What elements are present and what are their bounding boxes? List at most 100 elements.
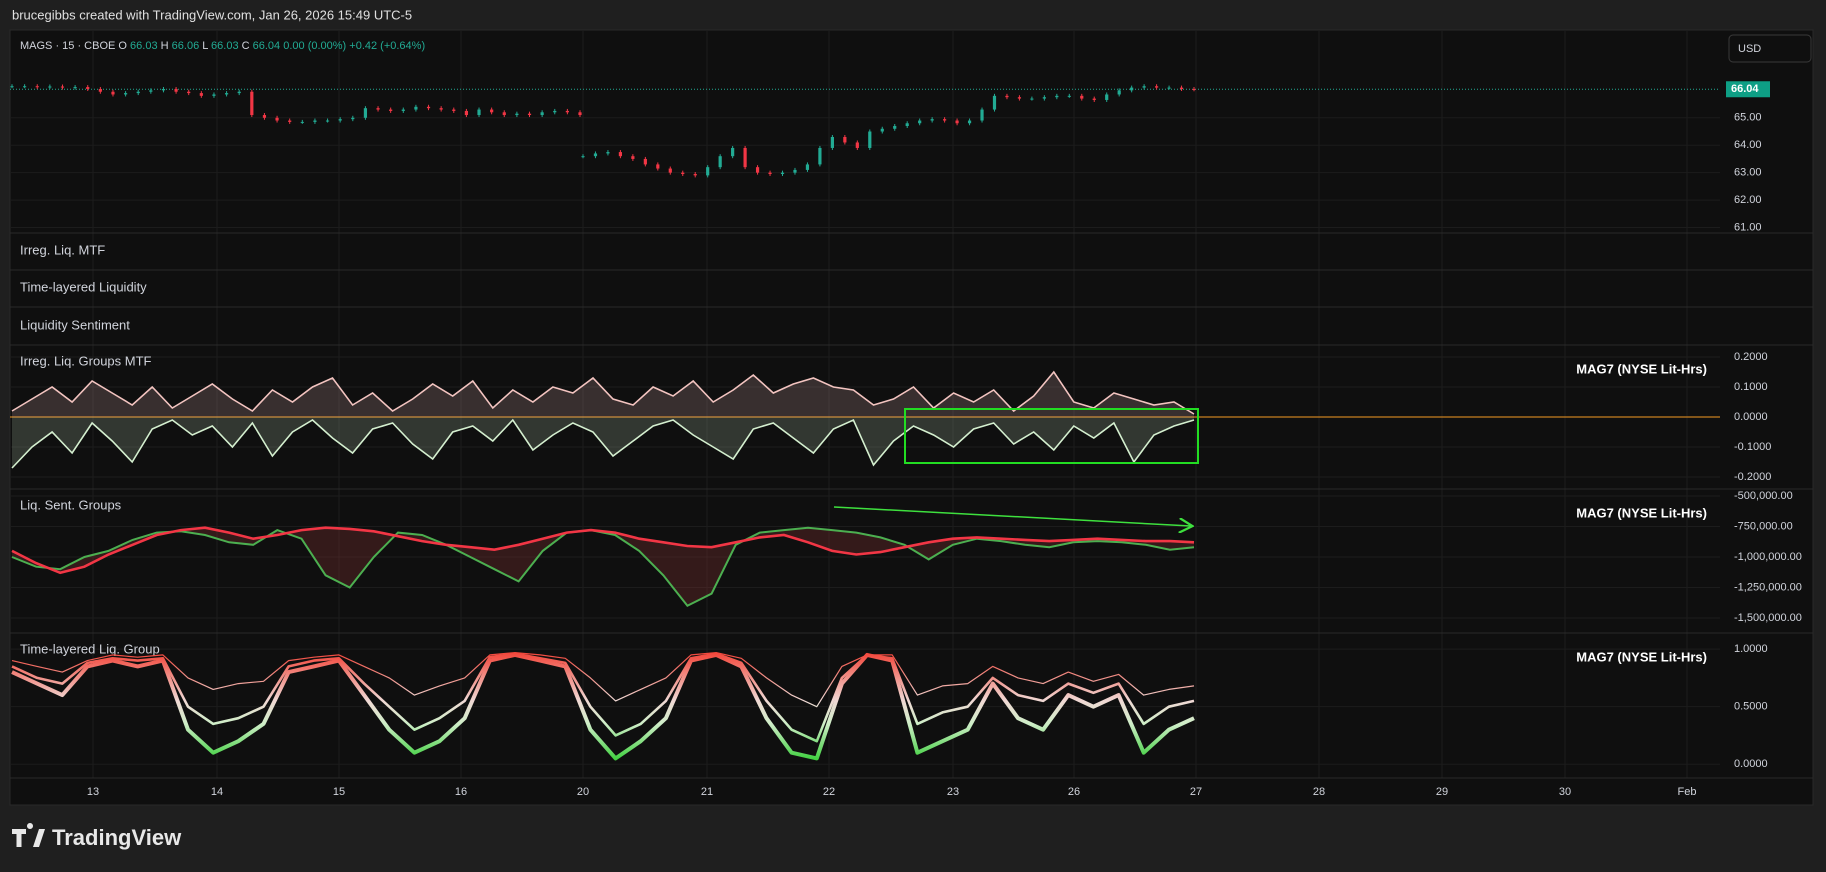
line bbox=[11, 652, 1195, 743]
pane-title: Irreg. Liq. Groups MTF bbox=[20, 353, 152, 368]
time-label: 15 bbox=[333, 786, 345, 798]
ohlc-key: L bbox=[202, 40, 208, 52]
candle bbox=[643, 158, 647, 165]
time-label: 22 bbox=[823, 786, 835, 798]
pane-tag: MAG7 (NYSE Lit-Hrs) bbox=[1576, 649, 1707, 664]
candle bbox=[706, 167, 710, 176]
time-label: 27 bbox=[1190, 786, 1202, 798]
candle bbox=[855, 142, 859, 148]
candle bbox=[300, 121, 304, 123]
time-label: 16 bbox=[455, 786, 467, 798]
candle bbox=[780, 172, 785, 175]
candle bbox=[843, 136, 847, 143]
candle bbox=[755, 167, 760, 173]
highlight-box bbox=[904, 408, 1199, 464]
candle bbox=[86, 87, 90, 89]
candle bbox=[868, 131, 872, 148]
candle bbox=[805, 164, 810, 170]
line bbox=[11, 526, 1195, 575]
candle bbox=[439, 108, 443, 110]
candle bbox=[325, 120, 330, 122]
candle bbox=[581, 156, 585, 158]
candle bbox=[502, 112, 506, 116]
currency-button[interactable] bbox=[1728, 34, 1812, 63]
candle bbox=[60, 86, 65, 88]
y-tick-label: 0.0000 bbox=[1734, 758, 1768, 770]
candle bbox=[426, 106, 431, 109]
candle bbox=[565, 110, 569, 113]
line bbox=[11, 418, 1195, 469]
candle bbox=[1154, 86, 1159, 88]
candle bbox=[35, 86, 39, 88]
y-tick-label: 0.5000 bbox=[1734, 701, 1768, 713]
candle bbox=[414, 106, 418, 110]
candle bbox=[967, 120, 972, 124]
candle bbox=[527, 113, 532, 116]
time-label: 29 bbox=[1436, 786, 1448, 798]
candle bbox=[743, 147, 747, 168]
time-label: Feb bbox=[1678, 786, 1697, 798]
candle bbox=[389, 109, 393, 111]
candle bbox=[668, 168, 672, 173]
candle bbox=[111, 91, 115, 95]
candle bbox=[199, 93, 203, 96]
ohlc-value: 66.03 bbox=[130, 40, 158, 52]
candle bbox=[351, 117, 355, 120]
candle bbox=[718, 156, 722, 168]
y-tick-label: -1,250,000.00 bbox=[1734, 581, 1802, 593]
candle bbox=[464, 110, 468, 116]
candle bbox=[452, 109, 456, 111]
time-label: 14 bbox=[211, 786, 223, 798]
candle bbox=[1092, 98, 1096, 100]
candle bbox=[818, 147, 822, 165]
y-tick-label: 65.00 bbox=[1734, 112, 1762, 124]
y-tick-label: 0.1000 bbox=[1734, 381, 1768, 393]
candle bbox=[98, 88, 102, 92]
candle bbox=[1167, 87, 1171, 89]
candle bbox=[161, 88, 166, 91]
footer-brand: TradingView bbox=[52, 825, 182, 850]
ohlc-value: 66.06 bbox=[172, 40, 200, 52]
candle bbox=[1030, 98, 1034, 100]
candle bbox=[262, 115, 267, 118]
candle bbox=[1117, 90, 1121, 95]
candle bbox=[376, 108, 380, 110]
ohlc-key: H bbox=[161, 40, 169, 52]
symbol-legend: MAGS · 15 · CBOE O 66.03 H 66.06 L 66.03… bbox=[20, 40, 425, 52]
candle bbox=[187, 91, 191, 94]
candle bbox=[1080, 95, 1084, 99]
candle bbox=[338, 119, 342, 121]
candle bbox=[992, 95, 997, 110]
candle bbox=[23, 86, 27, 88]
time-label: 28 bbox=[1313, 786, 1325, 798]
ohlc-key: C bbox=[242, 40, 250, 52]
y-tick-label: -1,000,000.00 bbox=[1734, 551, 1802, 563]
candle bbox=[606, 152, 610, 154]
candle bbox=[631, 156, 635, 159]
y-tick-label: 63.00 bbox=[1734, 167, 1762, 179]
candle bbox=[1105, 94, 1109, 100]
candle bbox=[553, 110, 557, 113]
time-label: 20 bbox=[577, 786, 589, 798]
pane-tag: MAG7 (NYSE Lit-Hrs) bbox=[1576, 505, 1707, 520]
y-tick-label: -500,000.00 bbox=[1734, 490, 1793, 502]
pane-title: Time-layered Liq. Group bbox=[20, 641, 160, 656]
time-label: 21 bbox=[701, 786, 713, 798]
candle bbox=[1017, 97, 1022, 99]
currency[interactable]: USD bbox=[1738, 43, 1761, 55]
y-tick-label: 64.00 bbox=[1734, 139, 1762, 151]
candle bbox=[793, 169, 797, 173]
candle bbox=[1130, 87, 1134, 91]
line bbox=[11, 652, 1195, 708]
candle bbox=[212, 94, 216, 96]
change-ext: +0.42 (+0.64%) bbox=[349, 40, 425, 52]
candle bbox=[275, 117, 279, 121]
candle bbox=[490, 109, 494, 113]
candle bbox=[288, 120, 292, 122]
ohlc-value: 66.03 bbox=[211, 40, 239, 52]
candle bbox=[593, 153, 598, 157]
change: 0.00 (0.00%) bbox=[283, 40, 346, 52]
candle bbox=[73, 87, 77, 89]
candle bbox=[1042, 97, 1046, 99]
area bbox=[12, 372, 1194, 417]
